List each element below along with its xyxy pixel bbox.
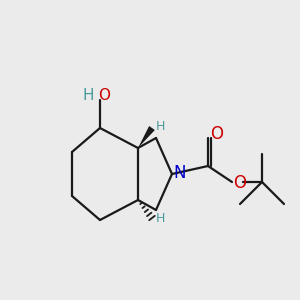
- Text: H: H: [156, 121, 165, 134]
- Text: H: H: [156, 212, 165, 226]
- Text: N: N: [173, 164, 185, 182]
- Text: H: H: [82, 88, 94, 104]
- Text: O: O: [210, 125, 223, 143]
- Polygon shape: [138, 126, 155, 148]
- Text: O: O: [98, 88, 110, 104]
- Text: O: O: [233, 174, 246, 192]
